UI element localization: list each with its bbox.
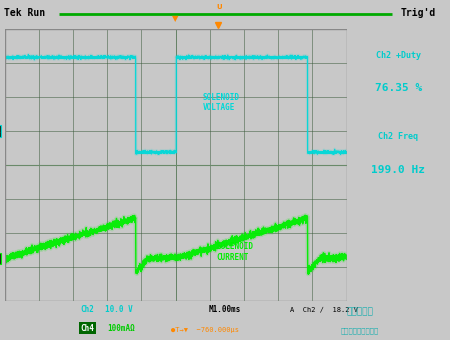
Text: 易迪拓培训: 易迪拓培训 [346, 307, 374, 316]
Text: ▼: ▼ [172, 15, 179, 23]
Text: SOLENOID
VOLTAGE: SOLENOID VOLTAGE [203, 92, 240, 112]
Text: Ch4: Ch4 [81, 324, 94, 333]
Text: A  Ch2 ∕  18.2 V: A Ch2 ∕ 18.2 V [290, 306, 358, 312]
Text: 射频和天线设计专家: 射频和天线设计专家 [341, 327, 379, 334]
Text: Ch2 +Duty: Ch2 +Duty [376, 51, 421, 59]
Text: Ch2: Ch2 [81, 305, 94, 314]
Text: ◄: ◄ [0, 339, 1, 340]
Text: U: U [216, 4, 222, 10]
Text: 10.0 V: 10.0 V [105, 305, 133, 314]
Text: Tek Run: Tek Run [4, 8, 45, 18]
Text: 76.35 %: 76.35 % [374, 83, 422, 93]
Text: Trig'd: Trig'd [400, 8, 436, 18]
Text: M1.00ms: M1.00ms [209, 305, 241, 314]
Text: SOLENOID
CURRENT: SOLENOID CURRENT [216, 242, 253, 262]
Text: 100mAΩ: 100mAΩ [108, 324, 135, 333]
Text: 199.0 Hz: 199.0 Hz [371, 165, 425, 175]
Text: Ch2 Freq: Ch2 Freq [378, 132, 418, 141]
Text: ●T→▼  −760.000μs: ●T→▼ −760.000μs [171, 327, 239, 333]
